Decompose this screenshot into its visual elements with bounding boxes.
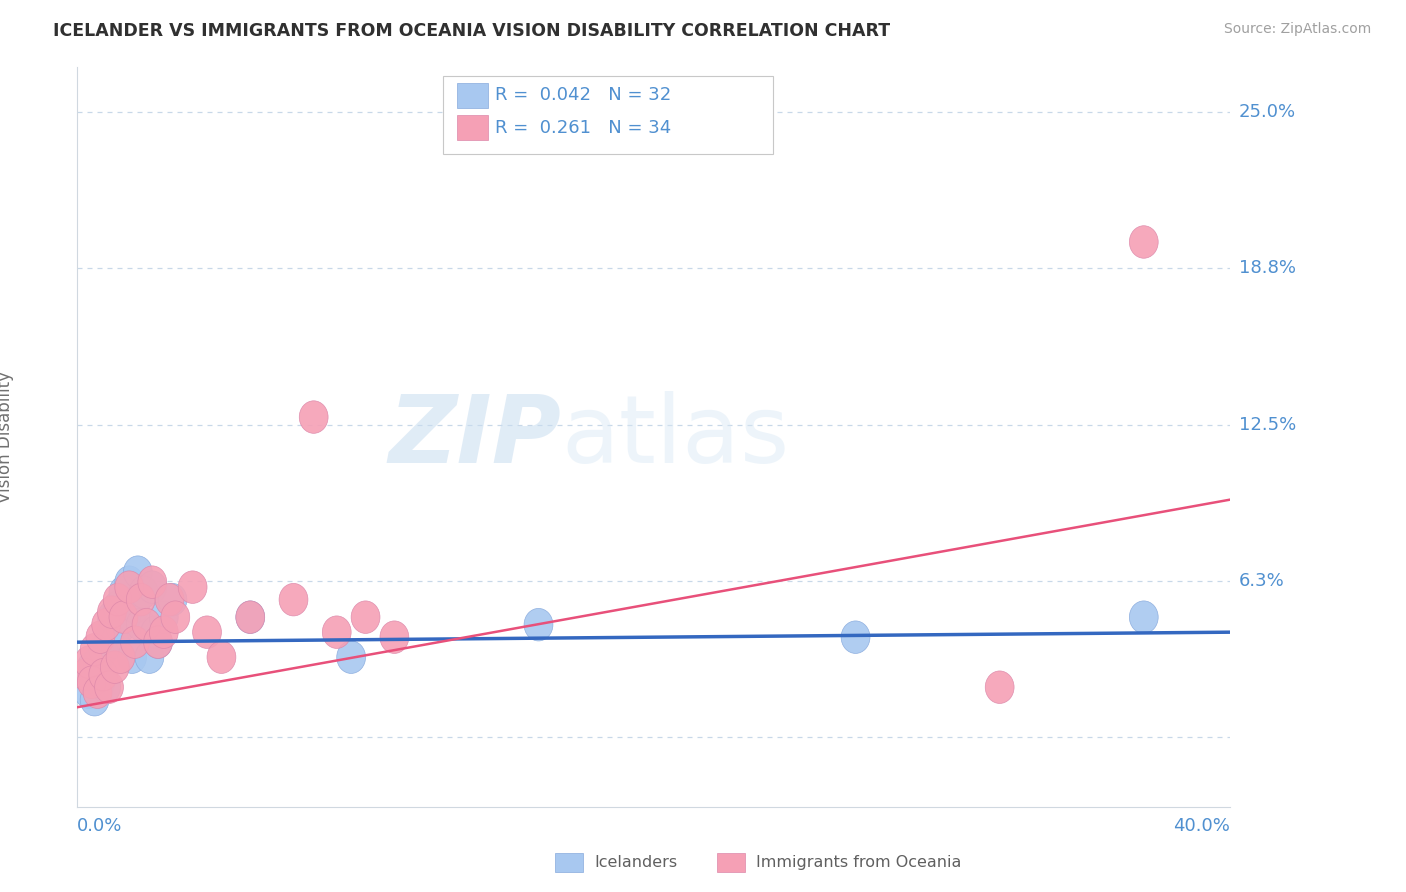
Ellipse shape [112, 601, 141, 633]
Ellipse shape [91, 671, 121, 704]
Ellipse shape [75, 646, 103, 679]
Ellipse shape [135, 641, 163, 673]
Text: Immigrants from Oceania: Immigrants from Oceania [756, 855, 962, 870]
Text: ZIP: ZIP [388, 391, 561, 483]
Ellipse shape [160, 601, 190, 633]
Ellipse shape [115, 571, 143, 603]
Ellipse shape [83, 646, 112, 679]
Ellipse shape [179, 571, 207, 603]
Ellipse shape [132, 608, 160, 641]
Text: 40.0%: 40.0% [1174, 817, 1230, 835]
Ellipse shape [107, 611, 135, 643]
Ellipse shape [94, 671, 124, 704]
Text: R =  0.042   N = 32: R = 0.042 N = 32 [495, 87, 671, 104]
Text: 18.8%: 18.8% [1239, 260, 1296, 277]
Ellipse shape [127, 608, 155, 641]
Ellipse shape [278, 583, 308, 615]
Ellipse shape [127, 583, 155, 615]
Ellipse shape [322, 615, 352, 648]
Ellipse shape [299, 401, 328, 434]
Ellipse shape [1129, 226, 1159, 259]
Ellipse shape [83, 676, 112, 708]
Ellipse shape [138, 571, 167, 603]
Ellipse shape [97, 601, 127, 633]
Ellipse shape [72, 658, 100, 691]
Ellipse shape [380, 621, 409, 654]
Ellipse shape [97, 596, 127, 629]
Ellipse shape [89, 633, 118, 666]
Ellipse shape [141, 615, 170, 648]
Text: 6.3%: 6.3% [1239, 572, 1285, 590]
Text: R =  0.261   N = 34: R = 0.261 N = 34 [495, 119, 671, 136]
Text: atlas: atlas [561, 391, 790, 483]
Ellipse shape [77, 651, 107, 683]
Ellipse shape [841, 621, 870, 654]
Ellipse shape [77, 666, 107, 698]
Ellipse shape [103, 583, 132, 615]
Ellipse shape [100, 651, 129, 683]
Ellipse shape [103, 591, 132, 624]
Ellipse shape [193, 615, 222, 648]
Text: 0.0%: 0.0% [77, 817, 122, 835]
Ellipse shape [94, 621, 124, 654]
Ellipse shape [149, 615, 179, 648]
Ellipse shape [1129, 601, 1159, 633]
Ellipse shape [207, 641, 236, 673]
Ellipse shape [91, 608, 121, 641]
Ellipse shape [143, 626, 173, 658]
Text: ICELANDER VS IMMIGRANTS FROM OCEANIA VISION DISABILITY CORRELATION CHART: ICELANDER VS IMMIGRANTS FROM OCEANIA VIS… [53, 22, 890, 40]
Ellipse shape [352, 601, 380, 633]
Ellipse shape [110, 576, 138, 608]
Ellipse shape [155, 583, 184, 615]
Ellipse shape [115, 566, 143, 599]
Text: 25.0%: 25.0% [1239, 103, 1296, 121]
Ellipse shape [986, 671, 1014, 704]
Ellipse shape [75, 676, 103, 708]
Text: 12.5%: 12.5% [1239, 416, 1296, 434]
Text: Icelanders: Icelanders [595, 855, 678, 870]
Ellipse shape [129, 576, 157, 608]
Ellipse shape [143, 626, 173, 658]
Ellipse shape [524, 608, 553, 641]
Ellipse shape [89, 658, 118, 691]
Ellipse shape [72, 658, 100, 691]
Ellipse shape [157, 583, 187, 615]
Ellipse shape [337, 641, 366, 673]
Ellipse shape [80, 633, 110, 666]
Ellipse shape [86, 666, 115, 698]
Ellipse shape [138, 566, 167, 599]
Ellipse shape [124, 556, 152, 589]
Ellipse shape [149, 601, 179, 633]
Ellipse shape [86, 621, 115, 654]
Text: Vision Disability: Vision Disability [0, 371, 14, 503]
Ellipse shape [107, 641, 135, 673]
Ellipse shape [236, 601, 264, 633]
Ellipse shape [110, 601, 138, 633]
Ellipse shape [80, 683, 110, 716]
Ellipse shape [121, 591, 149, 624]
Ellipse shape [100, 626, 129, 658]
Text: Source: ZipAtlas.com: Source: ZipAtlas.com [1223, 22, 1371, 37]
Ellipse shape [236, 601, 264, 633]
Ellipse shape [121, 626, 149, 658]
Ellipse shape [118, 641, 146, 673]
